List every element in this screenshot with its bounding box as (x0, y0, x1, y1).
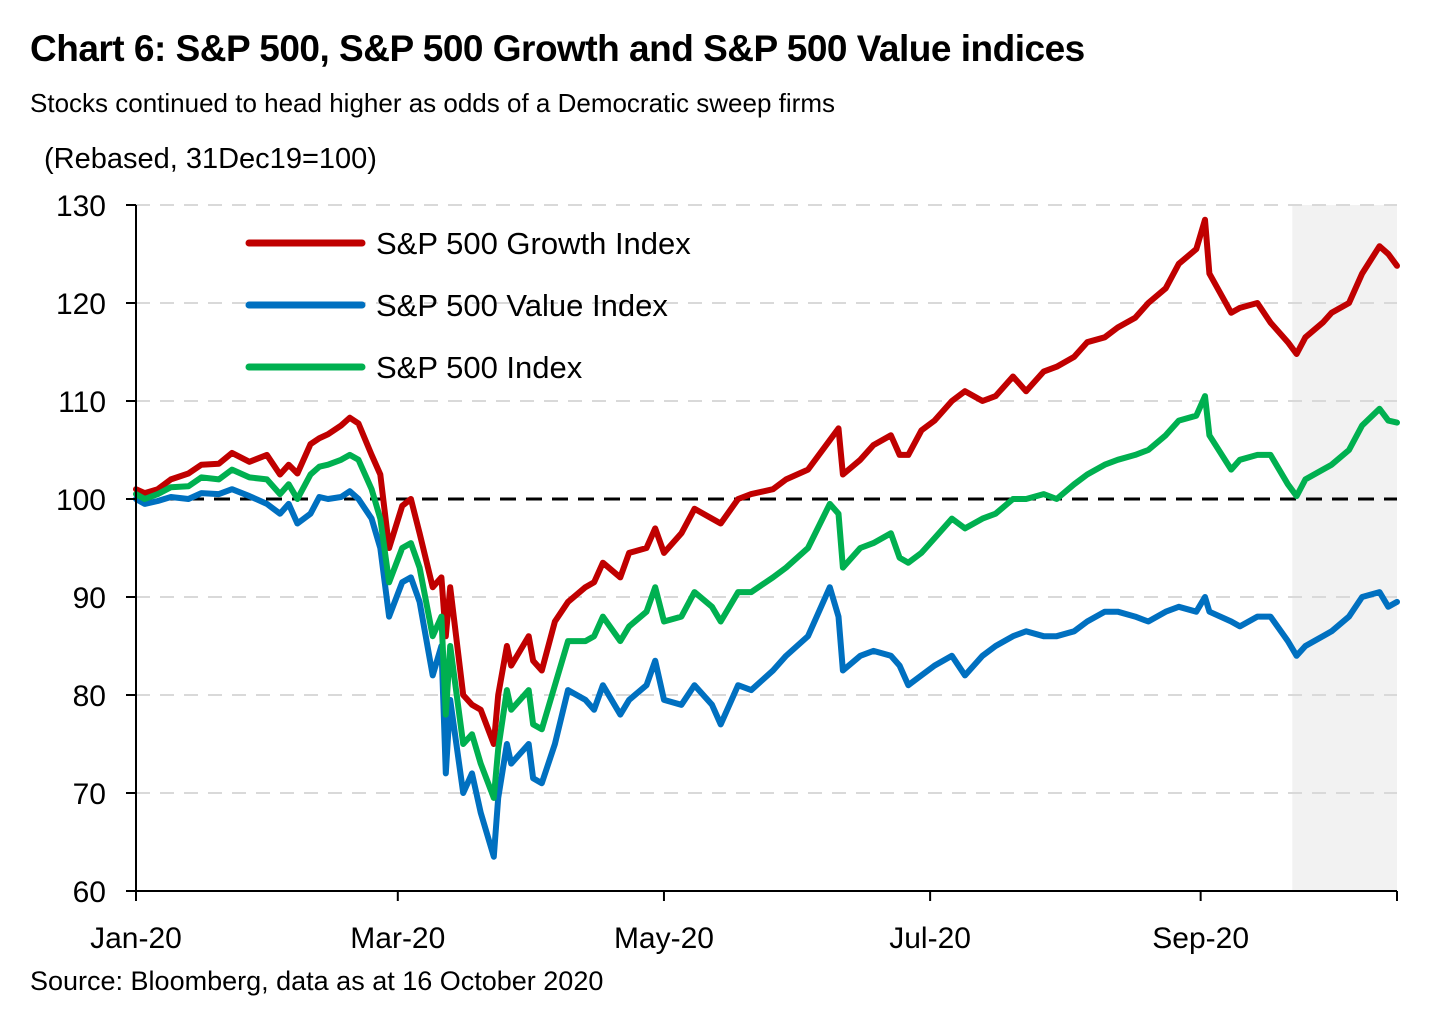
series-layer (133, 216, 1400, 860)
series-line-sp-500-index (133, 393, 1400, 801)
shaded-region (1292, 205, 1397, 891)
series-line-sp-500-value-index (133, 486, 1400, 860)
y-tick-label: 90 (73, 582, 106, 615)
y-tick-label: 80 (73, 680, 106, 713)
series-line-sp-500-growth-index (133, 216, 1400, 747)
legend: S&P 500 Growth Index S&P 500 Value Index S… (245, 226, 691, 385)
y-tick-label: 70 (73, 778, 106, 811)
legend-label: S&P 500 Index (376, 350, 583, 385)
chart-subtitle: Stocks continued to head higher as odds … (30, 88, 835, 118)
gridlines-layer (136, 204, 1397, 794)
source-note: Source: Bloomberg, data as at 16 October… (30, 966, 604, 996)
x-tick-label: Sep-20 (1152, 922, 1249, 955)
y-tick-label: 120 (56, 288, 106, 321)
y-tick-label: 110 (58, 386, 106, 419)
y-tick-label: 100 (56, 484, 106, 517)
shaded-region-layer (1292, 205, 1397, 891)
x-tick-label: Jan-20 (90, 922, 182, 955)
chart-title: Chart 6: S&P 500, S&P 500 Growth and S&P… (30, 28, 1085, 69)
x-tick-label: May-20 (614, 922, 714, 955)
axes-layer: 60 70 80 90 100 110 120 130 Jan-20 Mar-20 May-20 Ju… (56, 190, 1398, 955)
x-tick-label: Jul-20 (889, 922, 971, 955)
x-tick-label: Mar-20 (350, 922, 445, 955)
y-axis-units-label: (Rebased, 31Dec19=100) (44, 143, 377, 175)
legend-label: S&P 500 Value Index (376, 288, 668, 323)
y-tick-label: 130 (56, 190, 106, 223)
y-tick-label: 60 (73, 876, 106, 909)
legend-label: S&P 500 Growth Index (376, 226, 691, 261)
